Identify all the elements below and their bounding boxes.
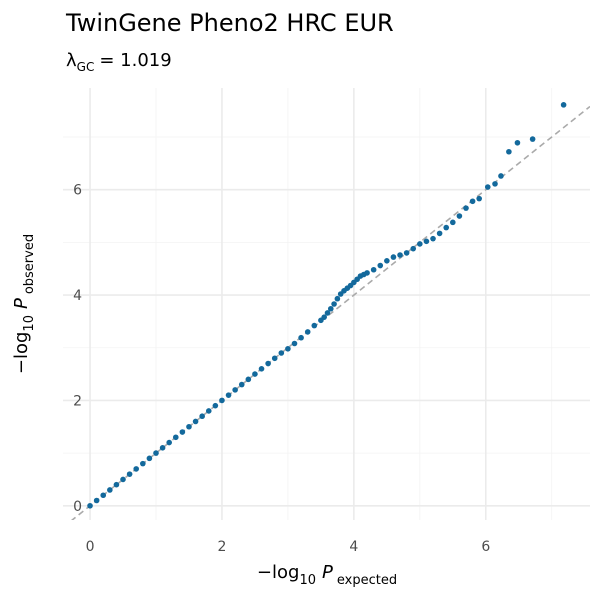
y-tick-label: 4 [73,288,82,304]
point [186,423,192,430]
x-tick-label: 0 [86,539,95,555]
point [212,402,219,409]
point [492,181,498,187]
point [529,136,536,142]
x-tick-label: 2 [217,539,226,555]
point [321,314,327,320]
point [120,476,126,483]
point [146,455,153,462]
point [463,205,469,211]
y-tick-label: 0 [73,499,82,515]
label-sub: 10 [22,315,37,332]
point [140,460,146,467]
x-tick-label: 6 [481,539,490,555]
x-tick-label: 4 [349,539,358,555]
point [327,305,334,312]
point [298,334,304,341]
point [456,213,463,219]
point [417,241,423,247]
point [364,270,370,276]
point [370,266,377,273]
subtitle-part: λ [66,50,77,71]
point [219,397,225,404]
chart-title: TwinGene Pheno2 HRC EUR [65,9,394,37]
point [324,310,331,316]
point [436,230,443,237]
point [252,371,258,377]
point [390,254,397,260]
point [271,355,278,362]
point [87,502,93,509]
point [179,429,186,435]
point [397,252,403,258]
label-part: −log [257,562,300,583]
subtitle-sub: GC [77,60,95,74]
point [506,148,512,155]
point [265,360,271,367]
point [560,102,567,108]
label-var: P [322,562,333,583]
point [311,322,318,329]
point [238,381,245,388]
point [334,295,341,302]
point [278,350,285,356]
point [153,450,159,456]
point [100,492,107,499]
point [403,250,410,256]
label-var: P [11,298,32,309]
point [133,466,140,472]
point [166,439,172,446]
point [304,329,311,335]
point [443,224,450,231]
point [331,301,337,307]
point [484,184,491,190]
label-part: −log [11,332,32,375]
point [410,245,417,252]
point [192,418,199,425]
point [476,195,482,202]
y-tick-label: 2 [73,393,82,409]
label-sub: expected [337,573,397,588]
point [93,497,100,504]
point [159,445,166,451]
point [291,340,298,347]
point [514,139,521,146]
point [205,408,212,414]
point [469,198,476,205]
point [113,481,120,488]
point [232,387,238,393]
point [498,173,504,179]
plot-panel [70,102,590,520]
point [258,366,265,372]
point [384,258,390,264]
y-axis-label: −log10 Pobserved [11,234,37,374]
label-sub: observed [22,234,37,294]
point [172,434,179,441]
point [199,413,205,420]
point [430,235,436,242]
chart-subtitle: λGC = 1.019 [66,50,172,74]
label-sub: 10 [299,573,316,588]
point [245,376,252,383]
point [423,238,430,245]
point [285,345,291,352]
y-tick-label: 6 [73,183,82,199]
point [377,262,384,269]
point [126,471,133,477]
subtitle-part: = 1.019 [99,50,171,71]
point [450,219,456,226]
point [225,392,232,398]
point [107,487,113,493]
